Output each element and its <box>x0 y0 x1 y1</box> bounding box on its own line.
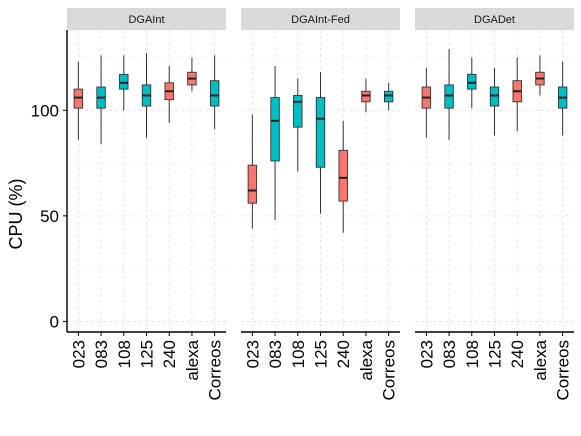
box-iqr <box>73 88 84 109</box>
facet-strip-label: DGAInt-Fed <box>291 14 350 26</box>
box-240 <box>164 65 174 123</box>
box-iqr <box>383 90 394 103</box>
box-alexa <box>361 78 371 113</box>
box-023 <box>247 114 258 229</box>
box-alexa <box>187 57 197 92</box>
box-iqr <box>247 164 258 204</box>
x-tick-label: 125 <box>312 340 331 368</box>
x-tick-label: alexa <box>183 339 202 380</box>
box-Correos <box>209 55 220 130</box>
x-tick-label: Correos <box>554 340 573 400</box>
box-083 <box>96 55 106 145</box>
box-iqr <box>270 97 280 162</box>
x-tick-label: 083 <box>266 340 285 368</box>
box-Correos <box>557 61 568 136</box>
box-240 <box>512 57 522 132</box>
x-tick-label: alexa <box>357 339 376 380</box>
x-tick-label: 023 <box>417 340 436 368</box>
x-tick-label: 023 <box>69 340 88 368</box>
box-125 <box>141 53 152 138</box>
x-tick-label: 083 <box>92 340 111 368</box>
facet-strip <box>415 8 574 30</box>
x-tick-label: 240 <box>160 340 179 368</box>
facet-panel-0: DGAInt 0 50 100 023 083 108 125 240 alexa Correos <box>31 8 226 400</box>
box-iqr <box>119 73 129 90</box>
box-083 <box>270 65 280 221</box>
box-108 <box>119 55 129 111</box>
box-iqr <box>209 80 220 107</box>
facet-panel-2: DGADet 023 083 108 125 240 alexa Correos <box>415 8 574 400</box>
box-alexa <box>535 55 545 96</box>
facet-strip <box>67 8 226 30</box>
box-iqr <box>467 73 477 90</box>
box-023 <box>73 61 84 140</box>
x-tick-label: 108 <box>115 340 134 368</box>
box-125 <box>489 68 500 136</box>
facet-panel-1: DGAInt-Fed 023 083 108 125 240 alexa Correos <box>241 8 400 400</box>
box-125 <box>315 72 326 214</box>
x-tick-label: 240 <box>334 340 353 368</box>
facet-strip <box>241 8 400 30</box>
x-tick-label: 125 <box>138 340 157 368</box>
x-tick-label: 108 <box>289 340 308 368</box>
box-iqr <box>315 97 326 168</box>
y-tick-label: 50 <box>40 207 59 226</box>
x-tick-label: 240 <box>508 340 527 368</box>
x-tick-label: Correos <box>206 340 225 400</box>
y-axis-title: CPU (%) <box>6 179 26 250</box>
box-iqr <box>361 90 371 103</box>
x-tick-label: alexa <box>531 339 550 380</box>
box-iqr <box>293 95 303 128</box>
x-tick-label: 083 <box>440 340 459 368</box>
x-tick-label: Correos <box>380 340 399 400</box>
box-iqr <box>338 149 348 202</box>
box-023 <box>421 68 432 138</box>
facet-strip-label: DGADet <box>474 14 515 26</box>
box-iqr <box>489 86 500 107</box>
x-tick-label: 023 <box>243 340 262 368</box>
box-iqr <box>444 84 454 109</box>
y-tick-label: 0 <box>50 312 59 331</box>
facet-strip-label: DGAInt <box>128 14 164 26</box>
x-tick-label: 125 <box>486 340 505 368</box>
y-tick-label: 100 <box>31 101 59 120</box>
box-108 <box>467 57 477 109</box>
box-083 <box>444 49 454 140</box>
box-108 <box>293 78 303 172</box>
x-tick-label: 108 <box>463 340 482 368</box>
box-240 <box>338 120 348 233</box>
box-Correos <box>383 82 394 111</box>
